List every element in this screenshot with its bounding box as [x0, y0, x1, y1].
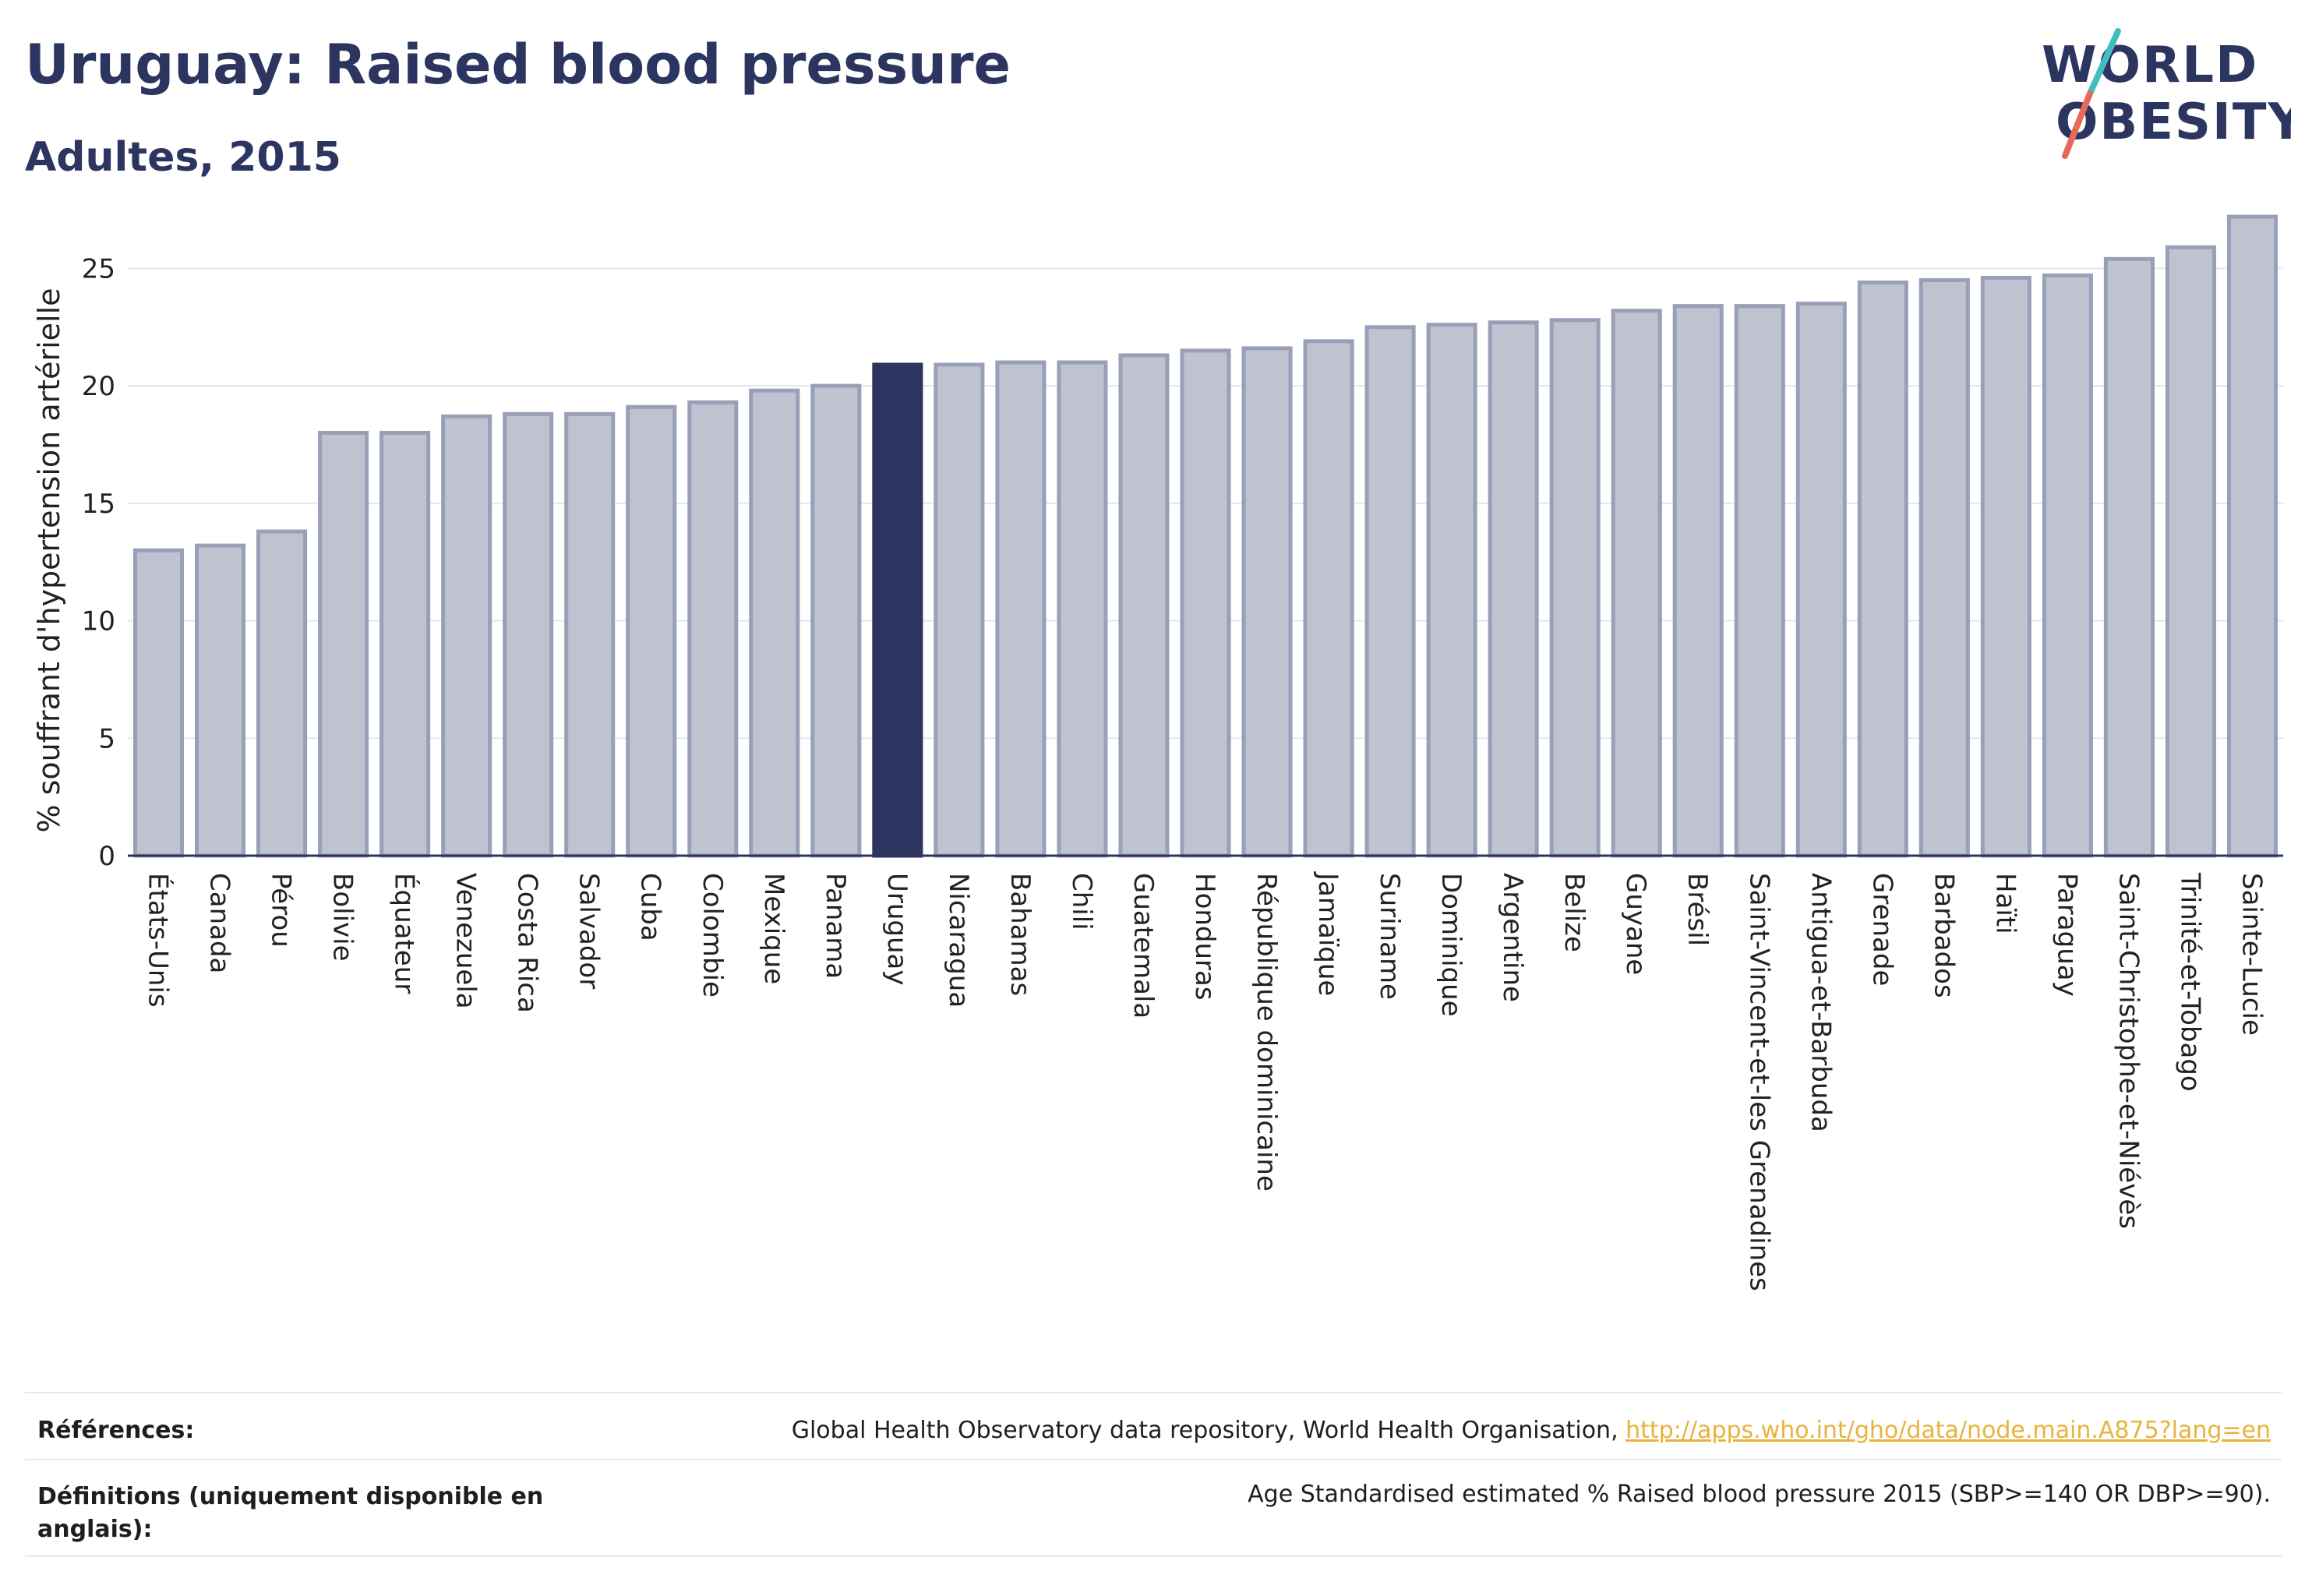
x-tick-label: Sainte-Lucie	[2236, 873, 2267, 1036]
bar	[687, 400, 739, 858]
x-tick-label: Canada	[204, 873, 235, 973]
x-tick-label: Belize	[1558, 873, 1590, 952]
bar-chart: 0 5 10 15 20 25 % souffrant d'hypertension art…	[32, 214, 2283, 1291]
x-tick-label: Brésil	[1682, 873, 1713, 946]
bar	[1303, 339, 1354, 858]
world-obesity-logo: WORLD OBESITY	[2042, 28, 2291, 159]
x-tick-label: Chili	[1066, 873, 1097, 930]
bar	[2042, 273, 2093, 858]
x-tick-label: Antigua-et-Barbuda	[1805, 873, 1836, 1132]
bar	[195, 543, 246, 858]
bar	[503, 411, 554, 858]
x-tick-label: Honduras	[1189, 873, 1220, 1001]
x-tick-label: Colombie	[697, 873, 728, 998]
bar	[1241, 346, 1293, 858]
x-tick-label: Barbados	[1928, 873, 1959, 998]
x-tick-label: Mexique	[758, 873, 789, 984]
bar	[2103, 256, 2155, 858]
bar	[872, 362, 923, 858]
x-tick-label: Venezuela	[450, 873, 482, 1009]
footer-divider-bottom	[25, 1555, 2282, 1557]
x-tick-label: Suriname	[1374, 873, 1405, 1000]
bar	[1057, 360, 1108, 858]
x-tick-label: Argentine	[1497, 873, 1528, 1002]
footer-divider-top	[25, 1392, 2282, 1393]
bar	[995, 360, 1047, 858]
y-tick-label: 0	[98, 841, 115, 872]
bar	[318, 430, 369, 858]
x-tick-label: États-Unis	[143, 873, 175, 1008]
bar	[132, 548, 185, 858]
bar	[1980, 275, 2031, 858]
bar	[2226, 214, 2279, 858]
x-tick-label: Saint-Vincent-et-les Grenadines	[1743, 873, 1774, 1291]
bar	[2165, 245, 2216, 858]
x-tick-label: Costa Rica	[512, 873, 543, 1013]
x-tick-label: Paraguay	[2051, 873, 2082, 997]
logo-slash-bottom	[2062, 90, 2093, 159]
bar	[1488, 320, 1539, 858]
x-tick-label: Saint-Christophe-et-Niévès	[2113, 873, 2144, 1229]
y-tick-label: 25	[82, 253, 115, 284]
x-tick-label: Pérou	[266, 873, 297, 948]
bar	[256, 529, 308, 858]
logo-line-1: WORLD	[2042, 37, 2258, 94]
bar	[564, 411, 616, 858]
x-tick-label: Haïti	[1989, 873, 2021, 934]
x-tick-label: Salvador	[574, 873, 605, 989]
x-tick-label: Guatemala	[1128, 873, 1159, 1019]
bar	[626, 404, 677, 858]
references-text: Global Health Observatory data repositor…	[792, 1417, 2271, 1444]
bar	[1611, 309, 1662, 858]
y-tick-label: 10	[82, 606, 115, 637]
logo-line-2: OBESITY	[2056, 94, 2291, 151]
references-source: Global Health Observatory data repositor…	[791, 1417, 1626, 1444]
bar	[1180, 348, 1231, 858]
bar	[1734, 304, 1785, 858]
chart-subtitle: Adultes, 2015	[25, 134, 341, 181]
bar	[1364, 325, 1416, 858]
x-tick-label: Bolivie	[327, 873, 358, 962]
x-tick-label: Dominique	[1435, 873, 1467, 1017]
x-tick-label: Uruguay	[881, 873, 912, 986]
chart-title: Uruguay: Raised blood pressure	[25, 33, 1011, 97]
bar	[1857, 280, 1908, 858]
references-link[interactable]: http://apps.who.int/gho/data/node.main.A…	[1626, 1417, 2271, 1444]
x-tick-label: Équateur	[389, 873, 421, 994]
definitions-text: Age Standardised estimated % Raised bloo…	[1248, 1481, 2271, 1508]
x-tick-label: République dominicaine	[1251, 873, 1282, 1192]
x-tick-label: Trinité-et-Tobago	[2174, 872, 2205, 1092]
footer-divider-middle	[25, 1459, 2282, 1460]
references-label: Références:	[37, 1417, 195, 1444]
x-tick-label: Grenade	[1866, 873, 1897, 986]
bar	[441, 414, 492, 858]
x-tick-label: Guyane	[1620, 873, 1651, 975]
bar	[1918, 277, 1970, 858]
definitions-label: Définitions (uniquement disponible en an…	[37, 1483, 544, 1543]
x-tick-label: Panama	[820, 873, 851, 979]
bar	[1795, 302, 1847, 858]
y-tick-label: 15	[82, 489, 115, 520]
logo-slash-top	[2087, 28, 2121, 97]
y-tick-label: 5	[98, 723, 115, 754]
bar	[1426, 323, 1477, 858]
bar	[1549, 318, 1601, 858]
bar	[749, 388, 800, 858]
bar	[810, 383, 862, 858]
bar	[1118, 353, 1170, 858]
x-tick-label: Nicaragua	[943, 873, 974, 1008]
bar	[934, 362, 985, 858]
bar	[1672, 304, 1724, 858]
bar	[379, 430, 431, 858]
x-tick-label: Cuba	[635, 873, 666, 941]
x-tick-label: Bahamas	[1004, 873, 1036, 996]
y-tick-label: 20	[82, 371, 115, 402]
y-axis-label: % souffrant d'hypertension artérielle	[32, 288, 66, 832]
x-tick-label: Jamaïque	[1312, 871, 1343, 996]
